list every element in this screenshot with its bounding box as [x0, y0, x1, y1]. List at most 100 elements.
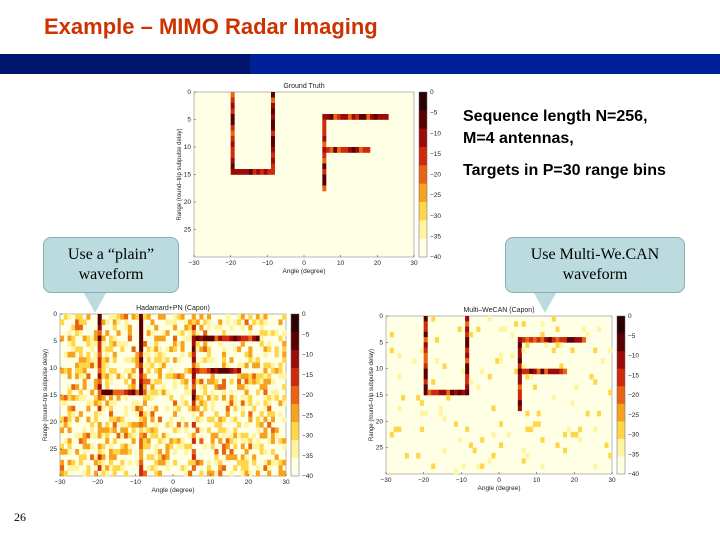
- heatmap-cell: [63, 395, 68, 401]
- heatmap-cell: [248, 411, 253, 417]
- heatmap-cell: [82, 319, 87, 326]
- heatmap-cell: [229, 335, 234, 342]
- heatmap-cell: [517, 379, 522, 385]
- heatmap-cell: [230, 119, 235, 126]
- heatmap-cell: [570, 431, 575, 438]
- heatmap-cell: [252, 432, 257, 439]
- heatmap-cell: [97, 335, 102, 342]
- x-tick-label: −30: [188, 260, 199, 267]
- heatmap-cell: [259, 411, 264, 417]
- heatmap-cell: [255, 314, 260, 320]
- heatmap-cell: [267, 459, 272, 466]
- heatmap-cell: [154, 465, 159, 471]
- y-tick-label: 10: [184, 144, 192, 151]
- heatmap-cell: [139, 335, 144, 342]
- heatmap-cell: [517, 358, 522, 364]
- heatmap-cell: [135, 422, 140, 428]
- heatmap-cell: [127, 357, 132, 363]
- heatmap-cell: [112, 470, 117, 477]
- heatmap-cell: [120, 314, 125, 320]
- heatmap-cell: [180, 443, 185, 450]
- heatmap-cell: [468, 331, 473, 338]
- heatmap-cell: [135, 459, 140, 466]
- heatmap-cell: [191, 454, 196, 461]
- heatmap-cell: [214, 384, 219, 390]
- heatmap-cell: [218, 368, 223, 374]
- heatmap-cell: [105, 351, 110, 358]
- colorbar-segment: [617, 316, 625, 334]
- colorbar-segment: [291, 368, 299, 387]
- x-tick-label: −30: [380, 477, 391, 484]
- heatmap-cell: [139, 438, 144, 444]
- heatmap-cell: [491, 405, 496, 412]
- colorbar-segment: [419, 183, 427, 203]
- heatmap-cell: [142, 411, 147, 417]
- heatmap-cell: [260, 169, 264, 175]
- heatmap-cell: [184, 368, 189, 374]
- heatmap-cell: [105, 346, 110, 353]
- heatmap-cell: [71, 405, 76, 412]
- heatmap-cell: [244, 351, 249, 358]
- heatmap-cell: [139, 330, 144, 336]
- heatmap-cell: [101, 449, 106, 455]
- heatmap-cell: [210, 335, 215, 342]
- heatmap-cell: [563, 368, 568, 375]
- heatmap-cell: [142, 443, 147, 450]
- heatmap-cell: [270, 395, 275, 401]
- heatmap-cell: [157, 449, 162, 455]
- heatmap-cell: [105, 465, 110, 471]
- heatmap-cell: [139, 422, 144, 428]
- heatmap-cell: [139, 427, 144, 434]
- heatmap-cell: [135, 362, 140, 369]
- heatmap-cell: [78, 454, 83, 461]
- heatmap-cell: [465, 363, 470, 369]
- heatmap-cell: [127, 459, 132, 466]
- heatmap-cell: [60, 395, 65, 401]
- heatmap-cell: [271, 169, 275, 175]
- heatmap-cell: [263, 378, 268, 385]
- heatmap-cell: [263, 416, 268, 423]
- heatmap-cell: [75, 368, 80, 374]
- heatmap-cell: [270, 378, 275, 385]
- heatmap-cell: [499, 352, 504, 359]
- heatmap-cell: [499, 358, 504, 364]
- heatmap-cell: [259, 319, 264, 326]
- heatmap-cell: [101, 432, 106, 439]
- heatmap-cell: [267, 470, 272, 477]
- heatmap-cell: [191, 405, 196, 412]
- heatmap-cell: [255, 465, 260, 471]
- heatmap-cell: [67, 384, 72, 390]
- heatmap-cell: [423, 331, 428, 338]
- heatmap-cell: [139, 362, 144, 369]
- heatmap-cell: [154, 346, 159, 353]
- heatmap-cell: [60, 416, 65, 423]
- heatmap-cell: [82, 373, 87, 380]
- heatmap-cell: [146, 411, 151, 417]
- heatmap-cell: [101, 465, 106, 471]
- heatmap-cell: [370, 114, 374, 120]
- heatmap-cell: [157, 373, 162, 380]
- heatmap-cell: [271, 136, 275, 142]
- heatmap-cell: [240, 384, 245, 390]
- heatmap-cell: [139, 384, 144, 390]
- heatmap-cell: [90, 454, 95, 461]
- heatmap-cell: [188, 470, 193, 477]
- heatmap-cell: [165, 357, 170, 363]
- heatmap-cell: [540, 463, 545, 470]
- heatmap-cell: [124, 432, 129, 439]
- heatmap-cell: [544, 342, 549, 348]
- heatmap-cell: [230, 136, 235, 142]
- heatmap-cell: [173, 314, 178, 320]
- colorbar-segment: [419, 220, 427, 240]
- heatmap-cell: [78, 351, 83, 358]
- heatmap-cell: [60, 459, 65, 466]
- heatmap-cell: [355, 114, 360, 120]
- heatmap-cell: [237, 384, 242, 390]
- heatmap-cell: [195, 319, 200, 326]
- heatmap-cell: [240, 405, 245, 412]
- heatmap-cell: [139, 459, 144, 466]
- heatmap-cell: [416, 395, 421, 401]
- heatmap-cell: [82, 432, 87, 439]
- heatmap-cell: [566, 337, 571, 343]
- y-tick-label: 0: [187, 89, 191, 96]
